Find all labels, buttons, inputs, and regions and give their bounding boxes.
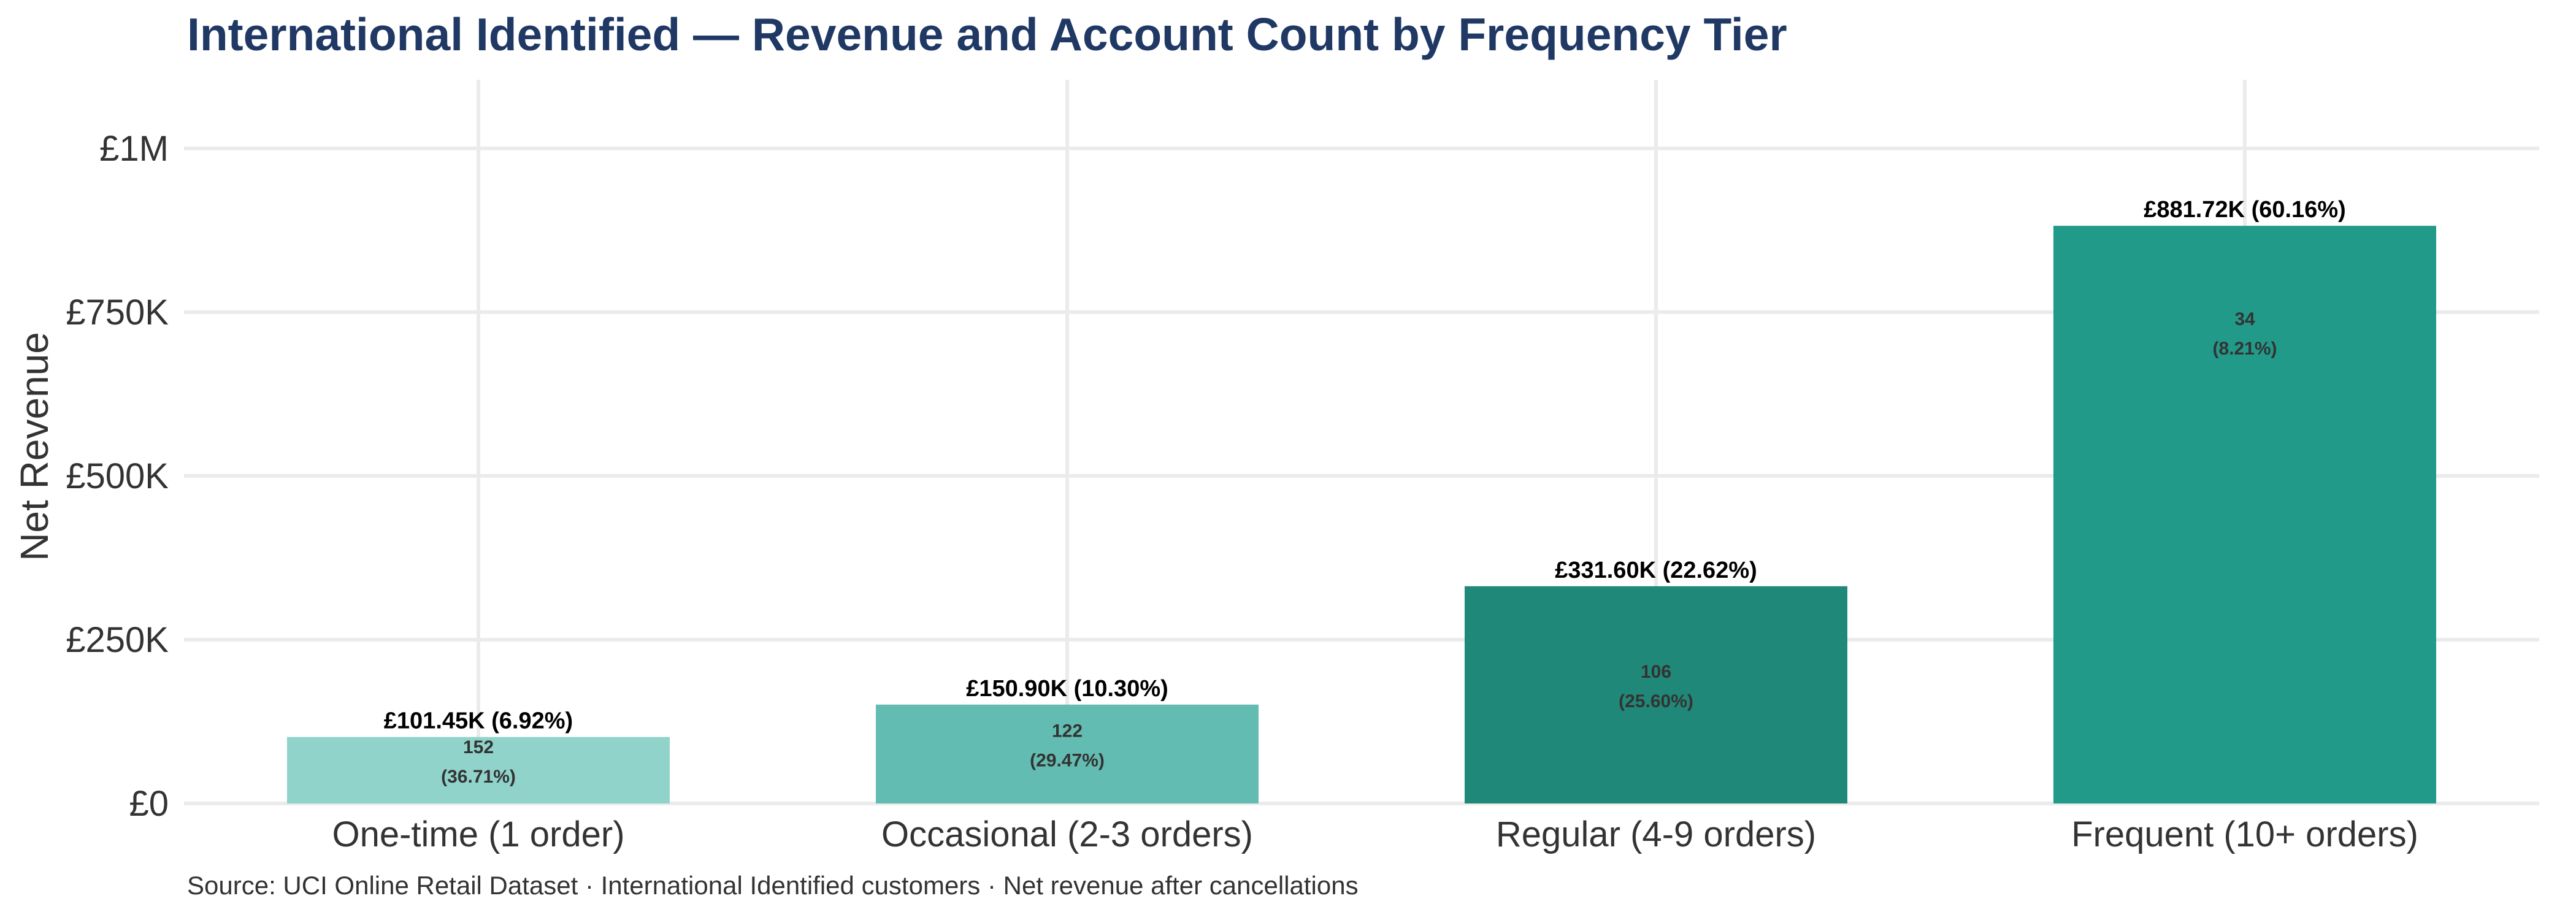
account-share-label: (36.71%) xyxy=(441,767,516,787)
chart-title: International Identified — Revenue and A… xyxy=(187,9,1787,60)
bar-value-label: £881.72K (60.16%) xyxy=(2144,197,2346,223)
account-count-label: 106 xyxy=(1641,662,1671,682)
x-tick-label: Frequent (10+ orders) xyxy=(2071,815,2418,854)
account-count-label: 122 xyxy=(1052,721,1083,741)
bar xyxy=(876,704,1259,803)
y-axis-label: Net Revenue xyxy=(12,332,56,561)
y-axis-ticks: £0 £250K £500K £750K £1M xyxy=(66,129,169,824)
account-share-label: (25.60%) xyxy=(1619,691,1693,711)
account-share-label: (29.47%) xyxy=(1030,750,1105,770)
bars xyxy=(287,226,2436,803)
account-count-label: 152 xyxy=(463,737,494,757)
source-caption: Source: UCI Online Retail Dataset · Inte… xyxy=(187,871,1359,900)
x-axis-ticks: One-time (1 order) Occasional (2-3 orders… xyxy=(332,815,2418,854)
y-tick-label: £0 xyxy=(129,784,169,824)
bar-value-label: £150.90K (10.30%) xyxy=(966,676,1168,702)
y-tick-label: £1M xyxy=(99,129,169,169)
bar-value-label: £331.60K (22.62%) xyxy=(1555,558,1757,583)
account-count-label: 34 xyxy=(2234,309,2255,329)
bar xyxy=(2053,226,2436,803)
y-tick-label: £750K xyxy=(66,293,169,332)
x-tick-label: Occasional (2-3 orders) xyxy=(881,815,1253,854)
bar xyxy=(1465,586,1847,803)
x-tick-label: One-time (1 order) xyxy=(332,815,624,854)
y-tick-label: £250K xyxy=(66,620,169,660)
bar xyxy=(287,737,670,803)
data-labels: £101.45K (6.92%) 152 (36.71%) £150.90K (10.… xyxy=(384,197,2346,787)
bar-value-label: £101.45K (6.92%) xyxy=(384,708,573,734)
account-share-label: (8.21%) xyxy=(2212,339,2277,359)
x-tick-label: Regular (4-9 orders) xyxy=(1496,815,1816,854)
y-tick-label: £500K xyxy=(66,456,169,496)
